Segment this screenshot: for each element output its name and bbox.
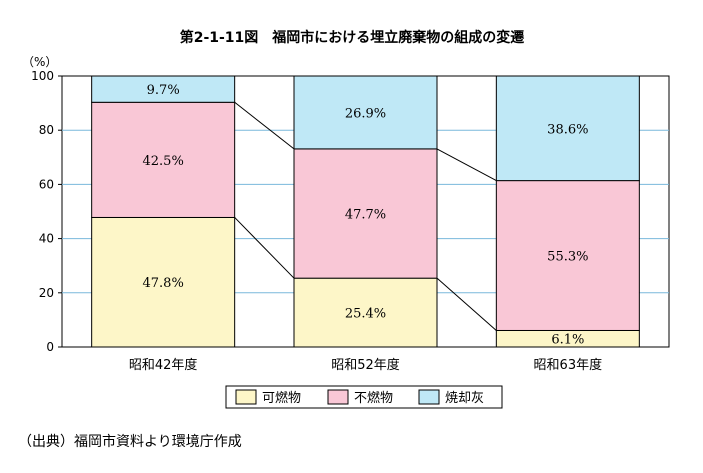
data-label: 55.3% — [547, 250, 588, 265]
bar-segment-2-1 — [293, 277, 438, 348]
connector-lines — [234, 101, 497, 331]
data-label: 42.5% — [143, 154, 184, 169]
connector-line — [436, 148, 497, 182]
y-axis-unit-label: （%） — [22, 55, 57, 69]
y-axis-ticks: 0 20 40 60 80 100 — [31, 69, 62, 354]
x-category-label: 昭和42年度 — [129, 357, 198, 373]
y-tick-label: 40 — [39, 232, 54, 246]
x-axis-categories: 昭和42年度 昭和52年度 昭和63年度 — [129, 357, 602, 373]
legend-swatch-2 — [327, 389, 349, 405]
connector-line — [436, 277, 497, 331]
y-tick-label: 100 — [31, 69, 54, 83]
legend-swatch-1 — [235, 389, 257, 405]
data-label: 6.1% — [551, 333, 584, 348]
legend-label: 不燃物 — [354, 390, 393, 406]
data-label: 9.7% — [147, 83, 180, 98]
legend-label: 焼却灰 — [445, 391, 484, 406]
bar-segment-2-3 — [293, 75, 438, 150]
data-labels: 47.8% 42.5% 9.7% 25.4% 47.7% 26.9% 6.1% 55.3% 38… — [143, 83, 589, 348]
bar-segment-2-2 — [293, 148, 438, 279]
bar-segment-1-3 — [91, 75, 236, 103]
legend-label: 可燃物 — [262, 390, 301, 406]
data-label: 25.4% — [345, 307, 386, 322]
bar-segment-1-2 — [91, 101, 236, 218]
bars — [91, 75, 640, 348]
data-label: 38.6% — [547, 122, 588, 137]
y-tick-label: 80 — [39, 123, 54, 137]
data-label: 47.8% — [143, 276, 184, 291]
x-category-label: 昭和63年度 — [534, 357, 603, 373]
source-note: （出典）福岡市資料より環境庁作成 — [18, 433, 242, 450]
data-label: 47.7% — [345, 208, 386, 223]
bar-segment-3-2 — [495, 180, 640, 331]
legend-swatch-3 — [418, 389, 440, 405]
connector-line — [234, 101, 295, 150]
bar-segment-1-1 — [91, 216, 236, 348]
data-label: 26.9% — [345, 106, 386, 121]
y-tick-label: 20 — [39, 286, 54, 300]
x-category-label: 昭和52年度 — [331, 357, 400, 373]
y-tick-label: 0 — [46, 340, 54, 354]
chart-title: 第2-1-11図 福岡市における埋立廃棄物の組成の変遷 — [180, 29, 525, 46]
legend: 可燃物 不燃物 焼却灰 — [225, 385, 503, 409]
y-tick-label: 60 — [39, 177, 54, 191]
bar-segment-3-3 — [495, 75, 640, 182]
connector-line — [234, 217, 295, 279]
